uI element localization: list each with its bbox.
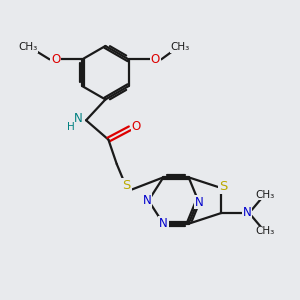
Text: N: N (195, 196, 204, 208)
Text: N: N (243, 206, 252, 219)
Text: O: O (151, 53, 160, 66)
Text: S: S (122, 179, 131, 192)
Text: N: N (74, 112, 82, 125)
Text: S: S (219, 180, 227, 193)
Text: N: N (143, 194, 152, 207)
Text: O: O (51, 53, 60, 66)
Text: H: H (67, 122, 74, 132)
Text: O: O (132, 120, 141, 133)
Text: N: N (159, 217, 168, 230)
Text: CH₃: CH₃ (171, 42, 190, 52)
Text: CH₃: CH₃ (18, 42, 37, 52)
Text: CH₃: CH₃ (255, 190, 275, 200)
Text: CH₃: CH₃ (255, 226, 275, 236)
